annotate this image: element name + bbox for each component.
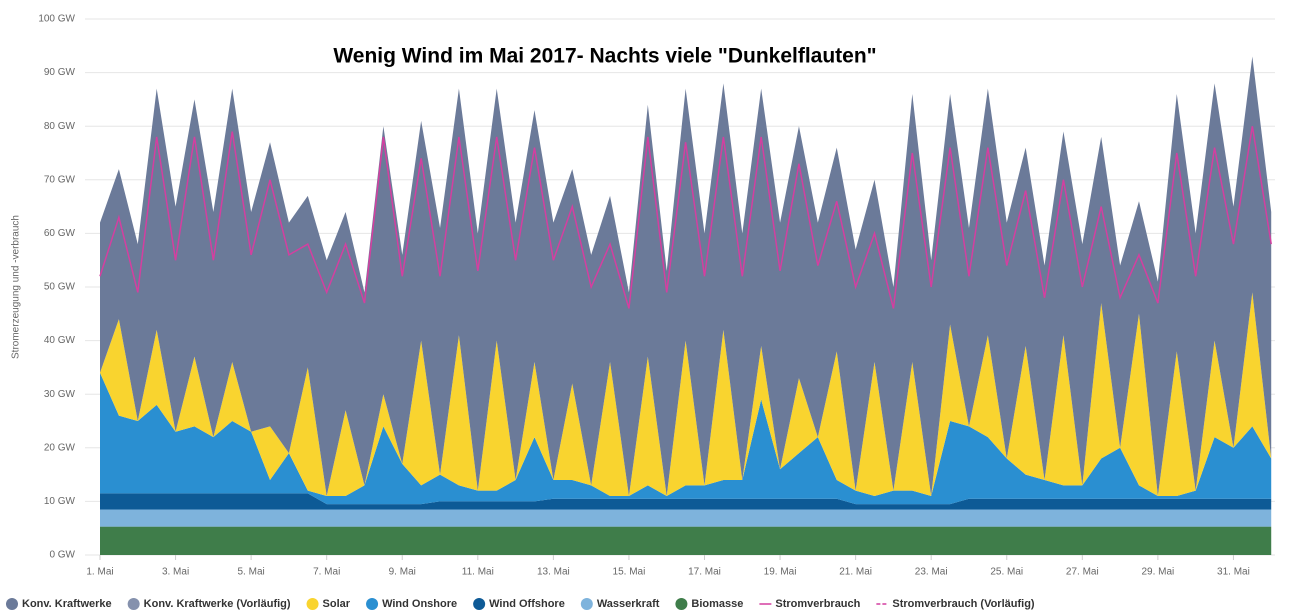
y-tick-label: 10 GW <box>44 496 76 507</box>
x-tick-label: 23. Mai <box>915 567 948 578</box>
y-tick-label: 0 GW <box>49 550 75 561</box>
x-tick-label: 13. Mai <box>537 567 570 578</box>
x-tick-label: 21. Mai <box>839 567 872 578</box>
legend-item: Solar <box>306 598 351 610</box>
area <box>100 372 1272 505</box>
legend-marker <box>675 598 688 610</box>
area <box>100 509 1272 527</box>
y-tick-label: 50 GW <box>44 282 76 293</box>
y-tick-label: 60 GW <box>44 228 76 239</box>
legend-label: Konv. Kraftwerke <box>22 598 112 610</box>
x-tick-label: 19. Mai <box>764 567 797 578</box>
x-tick-label: 3. Mai <box>162 567 189 578</box>
x-tick-label: 11. Mai <box>462 567 494 578</box>
x-tick-label: 29. Mai <box>1141 567 1174 578</box>
area <box>100 56 1272 497</box>
chart-title: Wenig Wind im Mai 2017- Nachts viele "Du… <box>333 45 876 68</box>
legend-label: Wasserkraft <box>597 598 660 610</box>
legend-item: Konv. Kraftwerke (Vorläufig) <box>127 598 291 610</box>
y-tick-label: 100 GW <box>38 14 75 25</box>
x-tick-label: 1. Mai <box>86 567 113 578</box>
legend-item: Stromverbrauch <box>759 598 861 610</box>
legend-marker <box>6 598 18 610</box>
x-tick-label: 7. Mai <box>313 567 340 578</box>
x-tick-label: 9. Mai <box>389 567 416 578</box>
legend-label: Stromverbrauch <box>775 598 860 610</box>
legend-item: Wind Onshore <box>366 598 457 610</box>
legend-marker <box>580 598 593 610</box>
legend-label: Konv. Kraftwerke (Vorläufig) <box>144 598 291 610</box>
x-tick-label: 5. Mai <box>238 567 265 578</box>
legend-marker <box>473 598 486 610</box>
legend-label: Biomasse <box>691 598 743 610</box>
legend-item: Biomasse <box>675 598 743 610</box>
legend-item: Wind Offshore <box>473 598 565 610</box>
legend-item: Konv. Kraftwerke <box>6 598 112 610</box>
legend-marker <box>306 598 319 610</box>
legend-label: Stromverbrauch (Vorläufig) <box>892 598 1035 610</box>
y-tick-label: 30 GW <box>44 389 76 400</box>
y-tick-label: 80 GW <box>44 121 76 132</box>
legend-marker <box>127 598 140 610</box>
legend-marker <box>366 598 379 610</box>
x-tick-label: 31. Mai <box>1217 567 1250 578</box>
area <box>100 493 1272 510</box>
y-tick-label: 40 GW <box>44 335 76 346</box>
x-tick-label: 17. Mai <box>688 567 721 578</box>
legend-item: Wasserkraft <box>580 598 660 610</box>
y-tick-label: 90 GW <box>44 67 76 78</box>
legend-item: Stromverbrauch (Vorläufig) <box>876 598 1035 610</box>
area <box>100 526 1272 555</box>
x-tick-label: 15. Mai <box>613 567 646 578</box>
y-tick-label: 20 GW <box>44 442 76 453</box>
area <box>100 292 1272 497</box>
y-axis-label: Stromerzeugung und -verbrauch <box>11 215 22 359</box>
legend-label: Wind Offshore <box>489 598 565 610</box>
y-tick-label: 70 GW <box>44 174 76 185</box>
legend-label: Solar <box>323 598 351 610</box>
x-tick-label: 27. Mai <box>1066 567 1099 578</box>
x-tick-label: 25. Mai <box>990 567 1023 578</box>
legend-label: Wind Onshore <box>382 598 457 610</box>
line <box>99 126 1272 309</box>
